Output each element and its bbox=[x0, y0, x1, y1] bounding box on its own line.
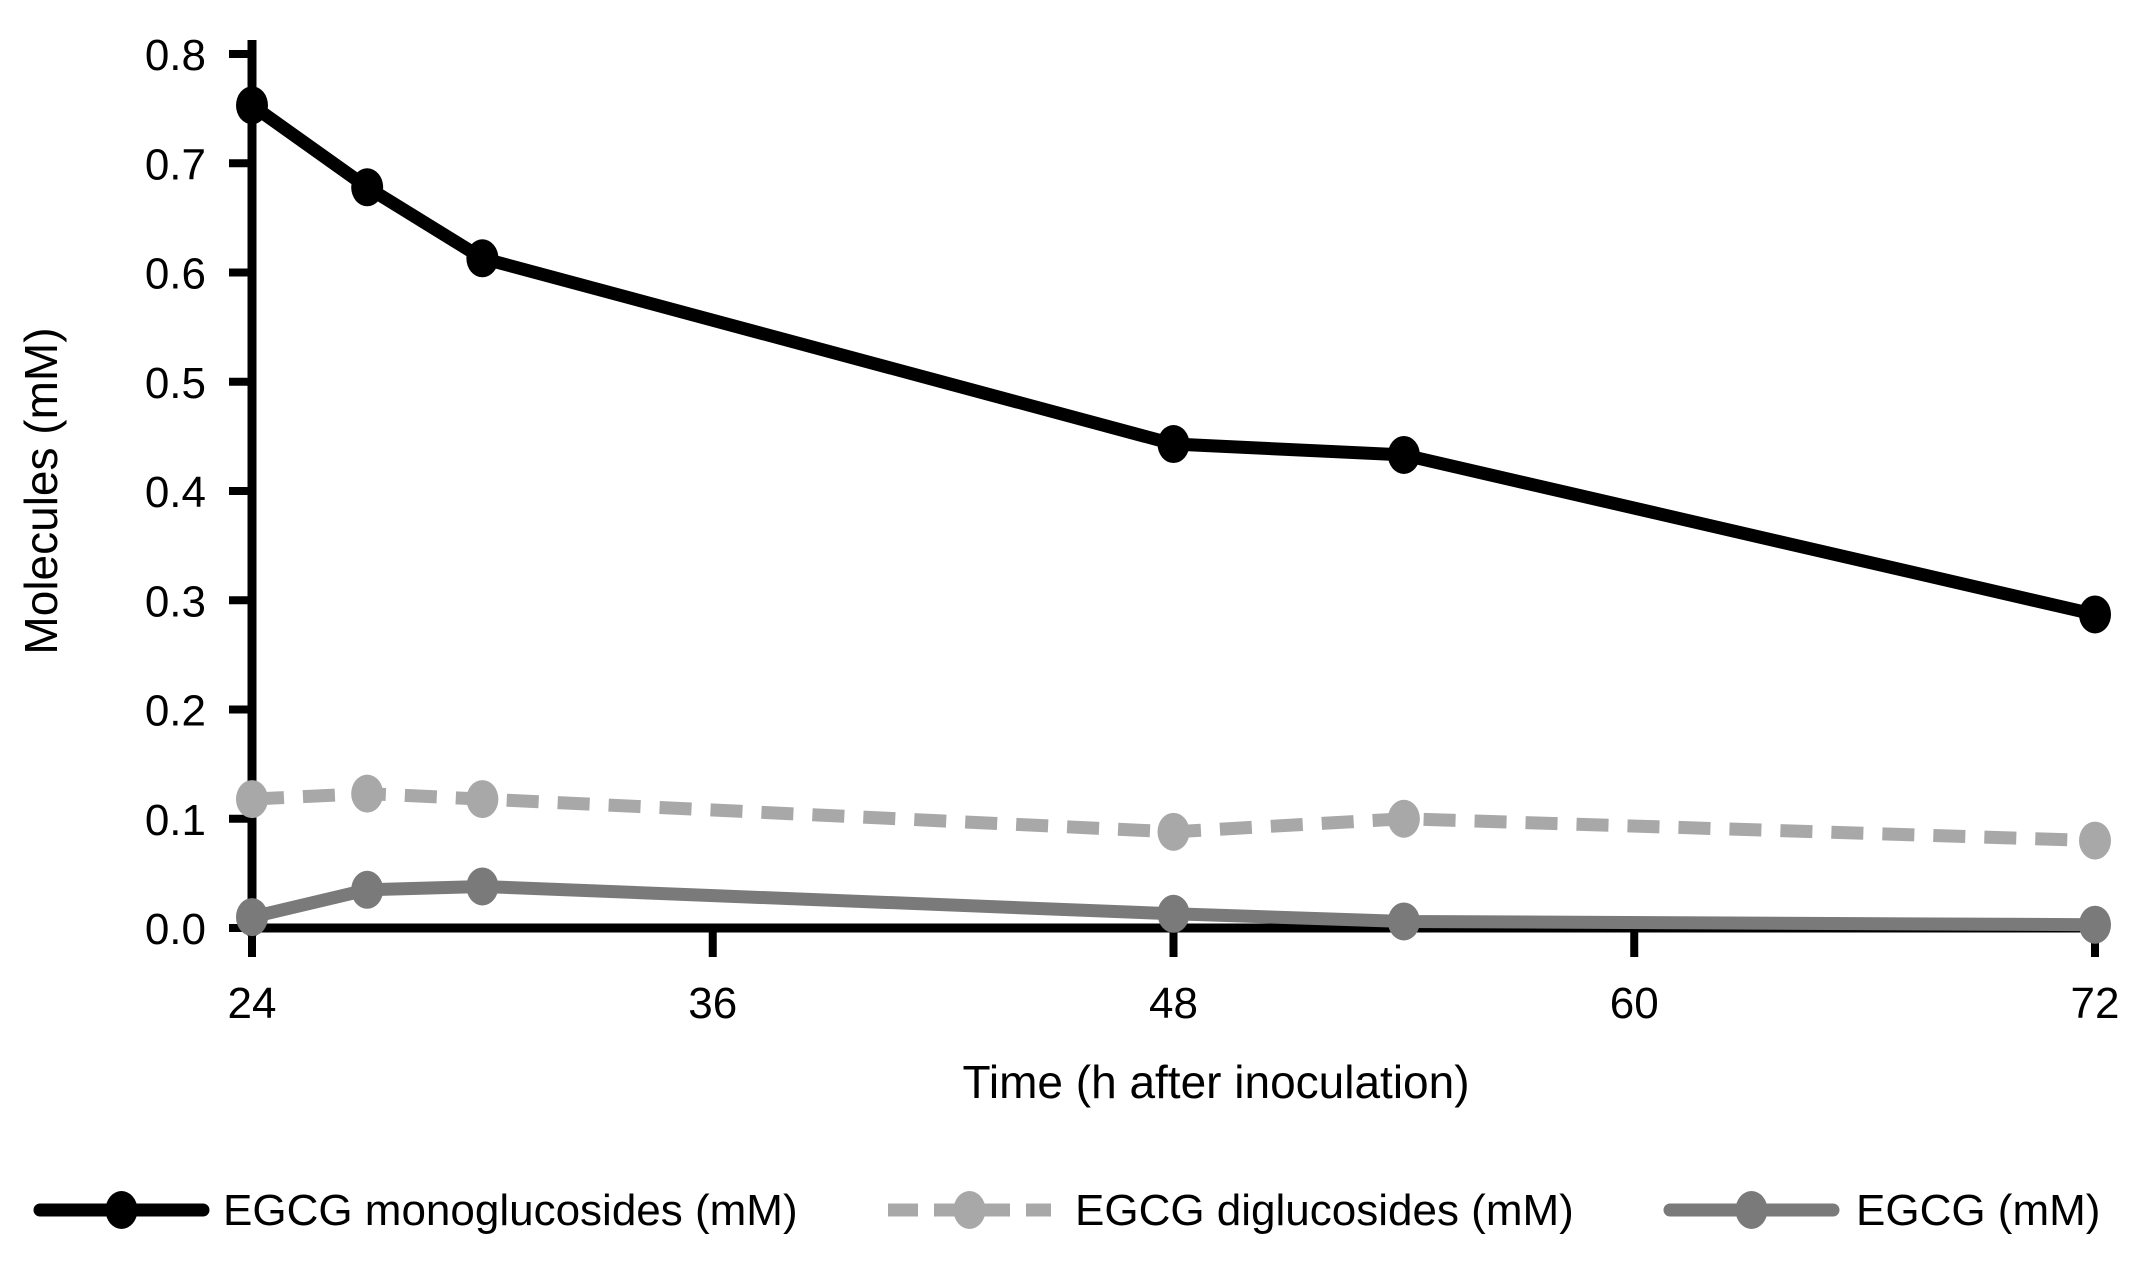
legend-label: EGCG (mM) bbox=[1856, 1186, 2100, 1235]
y-tick-label: 0.6 bbox=[145, 250, 206, 299]
series-marker-egcg-monoglucosides-mm bbox=[236, 86, 268, 125]
x-tick-label: 72 bbox=[2071, 979, 2120, 1028]
series-marker-egcg-monoglucosides-mm bbox=[351, 168, 384, 207]
x-tick-label: 60 bbox=[1610, 979, 1659, 1028]
x-tick-label: 24 bbox=[228, 979, 277, 1028]
y-tick-label: 0.2 bbox=[145, 687, 206, 736]
legend-swatch-marker bbox=[1735, 1191, 1768, 1229]
legend-swatch-marker bbox=[953, 1191, 986, 1229]
x-axis-title: Time (h after inoculation) bbox=[962, 1056, 1469, 1108]
series-line-egcg-mm bbox=[245, 879, 2102, 932]
series-marker-egcg-mm bbox=[1157, 894, 1190, 933]
legend-item-egcg-mm: EGCG (mM) bbox=[1663, 1186, 2100, 1235]
legend-item-egcg-diglucosides-mm: EGCG diglucosides (mM) bbox=[888, 1186, 1574, 1235]
y-tick-label: 0.8 bbox=[145, 31, 206, 80]
series-marker-egcg-mm bbox=[466, 867, 499, 906]
legend-item-egcg-monoglucosides-mm: EGCG monoglucosides (mM) bbox=[33, 1186, 798, 1235]
legend-swatch-marker bbox=[105, 1191, 138, 1229]
series-marker-egcg-diglucosides-mm bbox=[466, 780, 499, 819]
y-tick-label: 0.4 bbox=[145, 468, 206, 517]
series-marker-egcg-diglucosides-mm bbox=[1157, 812, 1190, 851]
y-tick-label: 0.0 bbox=[145, 905, 206, 954]
series-marker-egcg-diglucosides-mm bbox=[1387, 799, 1420, 838]
series-marker-egcg-monoglucosides-mm bbox=[1387, 435, 1420, 474]
series-marker-egcg-mm bbox=[236, 898, 268, 937]
series-line-egcg-monoglucosides-mm bbox=[245, 98, 2102, 621]
series-marker-egcg-diglucosides-mm bbox=[351, 774, 384, 813]
y-tick-label: 0.1 bbox=[145, 796, 206, 845]
x-tick-label: 36 bbox=[688, 979, 737, 1028]
axis-ticks: 0.0 0.1 0.2 0.3 0.4 0.5 0.6 0.7 0.8 24 36 48 60 72 bbox=[145, 31, 2120, 1028]
series-marker-egcg-monoglucosides-mm bbox=[2079, 595, 2111, 634]
series-marker-egcg-diglucosides-mm bbox=[2079, 821, 2111, 860]
legend-label: EGCG monoglucosides (mM) bbox=[223, 1186, 798, 1235]
y-tick-label: 0.5 bbox=[145, 359, 206, 408]
y-tick-label: 0.3 bbox=[145, 577, 206, 626]
series-layer bbox=[236, 86, 2111, 944]
x-tick-label: 48 bbox=[1149, 979, 1198, 1028]
series-marker-egcg-mm bbox=[2079, 905, 2111, 944]
y-tick-label: 0.7 bbox=[145, 140, 206, 189]
series-marker-egcg-monoglucosides-mm bbox=[1157, 425, 1190, 464]
y-axis-title: Molecules (mM) bbox=[15, 327, 67, 654]
series-marker-egcg-monoglucosides-mm bbox=[466, 239, 499, 278]
series-line-egcg-diglucosides-mm bbox=[251, 787, 2096, 848]
series-marker-egcg-mm bbox=[351, 870, 384, 909]
legend: EGCG monoglucosides (mM) EGCG diglucoside… bbox=[33, 1186, 2100, 1235]
series-marker-egcg-diglucosides-mm bbox=[236, 780, 268, 819]
series-marker-egcg-mm bbox=[1387, 902, 1420, 941]
legend-label: EGCG diglucosides (mM) bbox=[1075, 1186, 1574, 1235]
